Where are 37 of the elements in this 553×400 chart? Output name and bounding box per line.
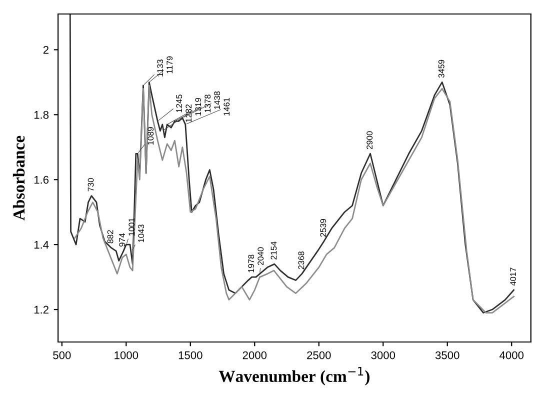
annotation: 1179	[166, 56, 173, 74]
annotation: 1461	[224, 98, 230, 116]
annotation: 2539	[320, 219, 326, 237]
annotation: 4017	[510, 268, 516, 286]
annotation: 3459	[438, 60, 444, 78]
annotation: 2368	[298, 251, 304, 270]
x-tick-label: 1500	[178, 351, 202, 360]
y-tick-label: 1.8	[34, 110, 49, 119]
annotation: 1978	[248, 254, 254, 272]
annotation: 1001	[128, 218, 135, 236]
x-tick-label: 2500	[307, 351, 331, 360]
annotation: 1319	[195, 98, 202, 116]
annotation: 1282	[186, 104, 192, 122]
annotation: 1438	[214, 91, 220, 109]
x-tick-label: 1000	[114, 351, 138, 360]
annotation: 1043	[138, 224, 144, 242]
annotation: 882	[107, 230, 114, 244]
annotation: 2040	[258, 247, 264, 266]
x-tick-label: 2000	[242, 351, 267, 360]
annotation: 974	[119, 233, 126, 247]
annotation: 1245	[176, 94, 182, 112]
y-axis-title: Absorbance	[12, 136, 25, 220]
y-tick-label: 2	[43, 46, 48, 54]
x-tick-label: 500	[53, 351, 71, 360]
y-tick-label: 1.2	[34, 306, 48, 314]
x-axis-title: Wavenumber (cm$^{−1}$)	[218, 366, 370, 386]
annotation: 1089	[148, 127, 154, 145]
x-tick-label: 4000	[500, 351, 524, 360]
y-tick-label: 1.6	[34, 176, 49, 184]
x-tick-label: 3500	[435, 351, 460, 360]
annotation: 730	[88, 178, 94, 192]
annotation: 1133	[157, 60, 164, 76]
annotation: 2154	[270, 242, 277, 260]
x-tick-label: 3000	[371, 351, 396, 360]
y-tick-label: 1.4	[34, 240, 49, 249]
annotation: 2900	[366, 131, 373, 150]
annotation: 1378	[204, 94, 211, 112]
